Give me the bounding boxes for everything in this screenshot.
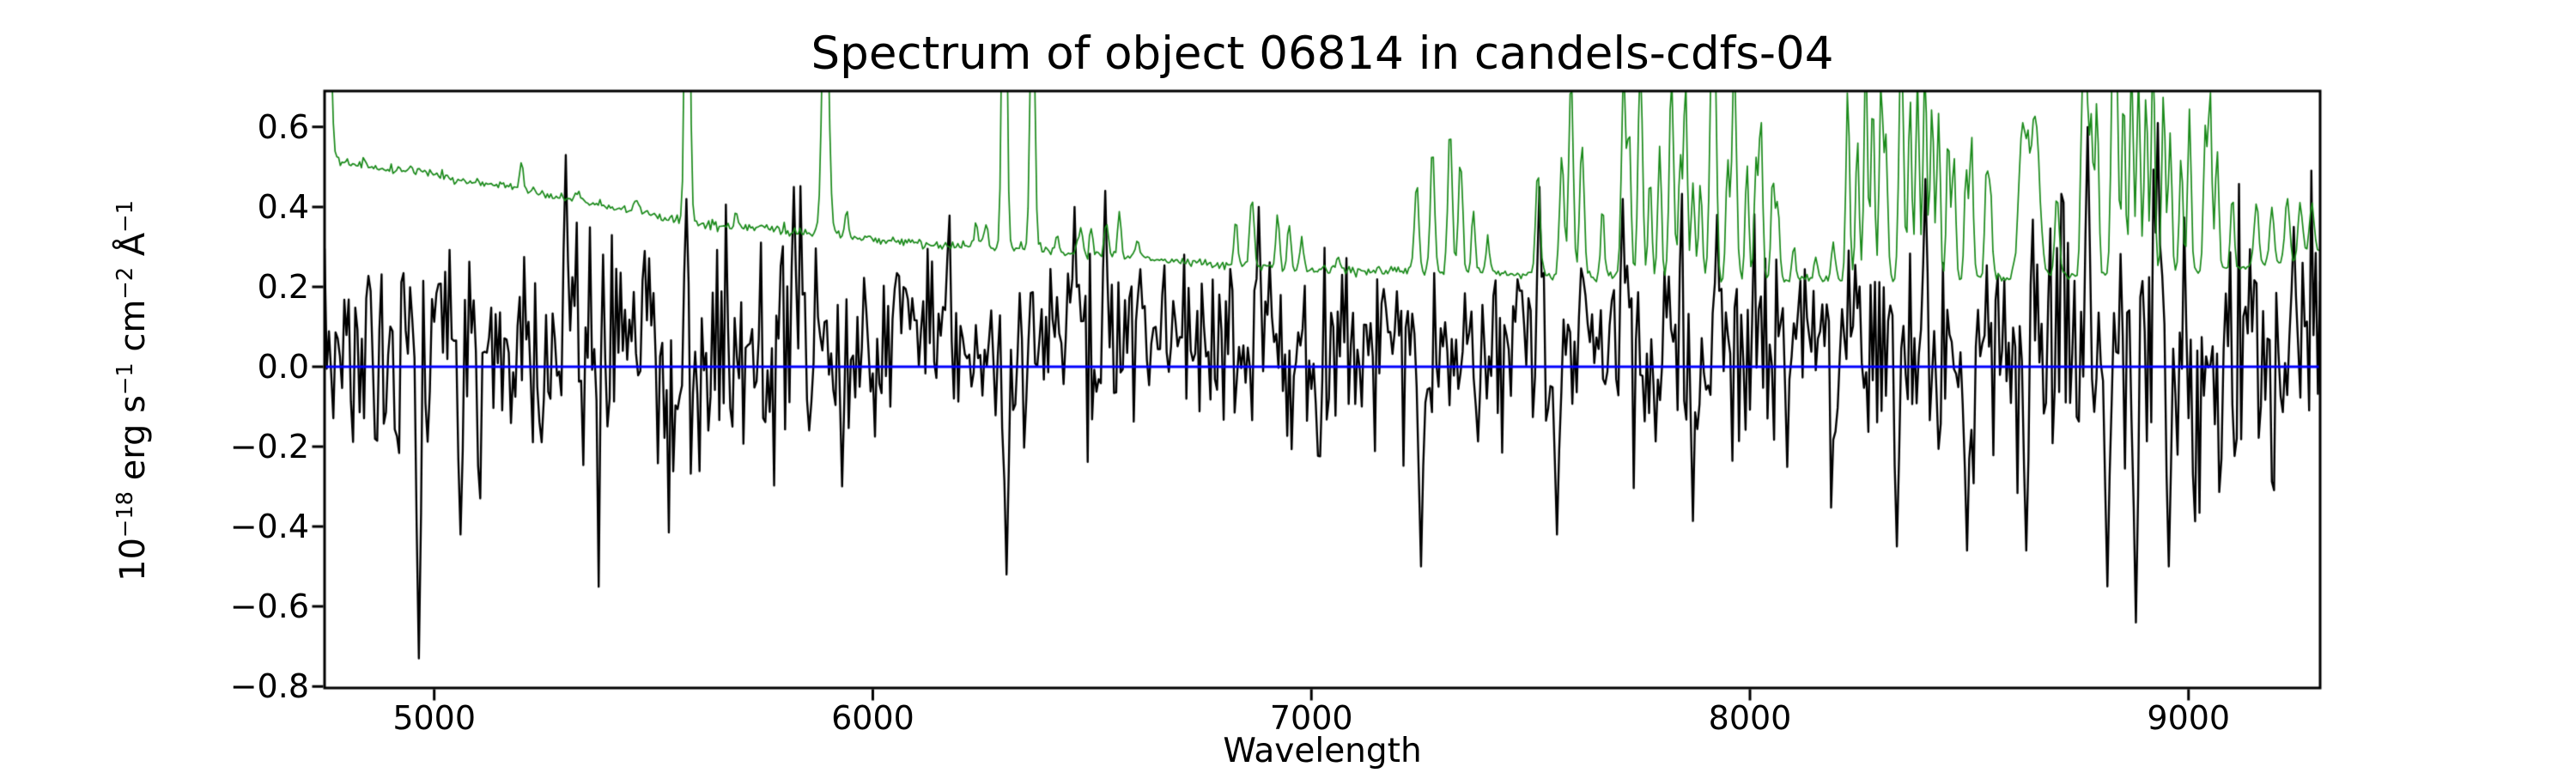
plot-title: Spectrum of object 06814 in candels-cdfs… — [811, 27, 1834, 80]
y-tick-label: −0.8 — [229, 667, 309, 706]
x-axis-label: Wavelength — [1223, 732, 1422, 770]
y-tick-label: 0.6 — [257, 107, 309, 146]
y-tick-label: −0.4 — [229, 508, 309, 546]
x-tick-label: 8000 — [1708, 699, 1792, 737]
y-tick-label: −0.2 — [229, 428, 309, 466]
y-tick-label: −0.6 — [229, 587, 309, 626]
y-tick-label: 0.2 — [257, 267, 309, 306]
y-tick-label: 0.0 — [257, 347, 309, 386]
y-tick-label: 0.4 — [257, 187, 309, 226]
x-tick-label: 6000 — [831, 699, 914, 737]
ylabel-text: 10 — [113, 538, 153, 581]
x-tick-label: 9000 — [2147, 699, 2231, 737]
x-tick-label: 7000 — [1269, 699, 1353, 737]
x-tick-label: 5000 — [392, 699, 477, 737]
ylabel-text: Å — [113, 232, 153, 267]
